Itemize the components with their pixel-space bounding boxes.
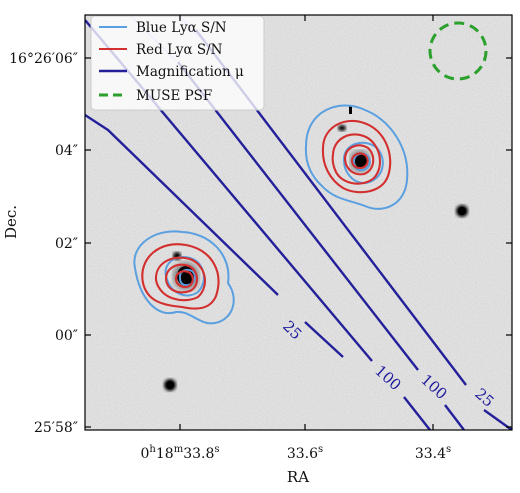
y-tick-label-3: 02″ xyxy=(55,236,78,252)
psf-circle xyxy=(428,21,488,81)
y-tick-label-2: 04″ xyxy=(55,143,78,159)
legend-label-mu: Magnification μ xyxy=(136,64,244,80)
legend-label-blue: Blue Lyα S/N xyxy=(136,20,227,36)
x-axis-label: RA xyxy=(287,468,309,486)
legend-label-psf: MUSE PSF xyxy=(136,88,212,104)
mu-curve-100-b-b xyxy=(444,404,465,430)
mu-curve-100-b xyxy=(177,61,419,371)
legend-item-psf: MUSE PSF xyxy=(99,88,212,104)
plot-frame xyxy=(84,14,513,431)
x-tick-label-3: 33.4s xyxy=(415,444,451,462)
x-tick-label-1: 0h18m33.8s xyxy=(141,444,220,462)
mu-curve-25-inner-b xyxy=(304,321,344,358)
x-tick-label-2: 33.6s xyxy=(287,444,323,462)
y-axis-label: Dec. xyxy=(2,205,20,239)
y-tick-labels: 16°26′06″ 04″ 02″ 00″ 25′58″ xyxy=(9,51,78,436)
legend: Blue Lyα S/N Red Lyα S/N Magnification μ… xyxy=(90,15,265,111)
legend-item-blue: Blue Lyα S/N xyxy=(99,20,227,36)
y-tick-label-4: 00″ xyxy=(55,328,78,344)
y-tick-label-1: 16°26′06″ xyxy=(9,51,78,67)
mu-curve-25-inner xyxy=(85,113,279,296)
ticks xyxy=(85,15,512,430)
legend-item-mu: Magnification μ xyxy=(99,64,244,80)
mu-curve-100-a-b xyxy=(403,396,431,430)
red-contours xyxy=(141,119,392,310)
y-tick-label-5: 25′58″ xyxy=(34,420,78,436)
legend-item-red: Red Lyα S/N xyxy=(99,42,223,58)
x-tick-labels: 0h18m33.8s 33.6s 33.4s xyxy=(141,444,452,462)
legend-label-red: Red Lyα S/N xyxy=(136,42,223,58)
